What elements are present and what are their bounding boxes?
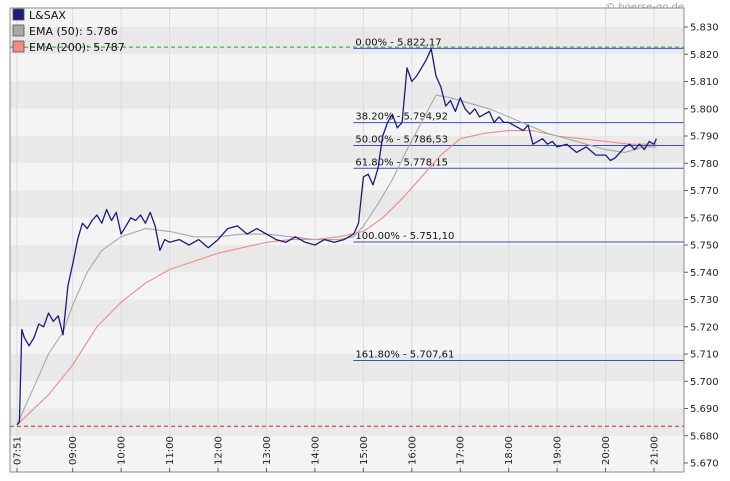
x-tick-label: 17:00 [456, 436, 467, 465]
ema-50-series-line [16, 94, 657, 426]
background-band [10, 190, 684, 218]
y-tick-label: 5.810 [690, 77, 719, 88]
legend: L&SAX EMA (50): 5.786 EMA (200): 5.787 [12, 8, 125, 54]
y-tick-label: 5.770 [690, 186, 719, 197]
fibonacci-levels: 0.00% - 5.822,17 38.20% - 5.794,92 50.00% … [353, 37, 684, 362]
fibonacci-level-label: 50.00% - 5.786,53 [355, 134, 448, 145]
y-tick-label: 5.730 [690, 295, 719, 306]
y-tick-label: 5.690 [690, 404, 719, 415]
plot-frame [9, 7, 685, 473]
background-band [10, 299, 684, 327]
x-tick-label: 20:00 [601, 436, 612, 465]
legend-swatch [12, 40, 25, 53]
fibonacci-level-label: 61.80% - 5.778,15 [355, 157, 448, 168]
x-tick-label: 21:00 [650, 436, 661, 465]
y-tick-label: 5.790 [690, 132, 719, 143]
ema-200-series-line [16, 130, 657, 426]
x-tick-label: 12:00 [214, 436, 225, 465]
background-band [10, 8, 684, 27]
x-tick-label: 10:00 [117, 436, 128, 465]
background-band [10, 81, 684, 109]
x-tick-label: 09:00 [68, 436, 79, 465]
x-tick-label: 13:00 [262, 436, 273, 465]
y-tick-label: 5.710 [690, 350, 719, 361]
y-tick-label: 5.670 [690, 459, 719, 470]
y-tick-label: 5.680 [690, 431, 719, 442]
background-band [10, 136, 684, 164]
y-axis: 5.830 5.820 5.810 5.800 5.790 5.780 5.770 5.760… [684, 23, 719, 470]
y-tick-label: 5.700 [690, 377, 719, 388]
x-tick-label: 14:00 [310, 436, 321, 465]
series-lines [16, 48, 657, 426]
price-series-line [16, 48, 657, 426]
background-band [10, 27, 684, 55]
background-bands [10, 8, 684, 472]
y-tick-label: 5.740 [690, 268, 719, 279]
y-tick-label: 5.720 [690, 322, 719, 333]
x-tick-label: 11:00 [165, 436, 176, 465]
fibonacci-level-label: 38.20% - 5.794,92 [355, 112, 448, 123]
background-band [10, 217, 684, 245]
fibonacci-level-label: 100.00% - 5.751,10 [355, 231, 454, 242]
background-band [10, 163, 684, 191]
background-band [10, 408, 684, 436]
x-tick-label: 19:00 [553, 436, 564, 465]
legend-label: EMA (200): 5.787 [29, 41, 125, 54]
y-tick-label: 5.830 [690, 23, 719, 34]
fibonacci-level-label: 0.00% - 5.822,17 [355, 37, 441, 48]
x-tick-label: 18:00 [504, 436, 515, 465]
x-tick-label: 15:00 [359, 436, 370, 465]
background-band [10, 245, 684, 273]
legend-swatch [12, 24, 25, 37]
legend-label: EMA (50): 5.786 [29, 25, 118, 38]
y-tick-label: 5.780 [690, 159, 719, 170]
legend-label: L&SAX [29, 9, 66, 22]
background-band [10, 381, 684, 409]
y-tick-label: 5.820 [690, 50, 719, 61]
legend-swatch [12, 8, 25, 21]
background-band [10, 435, 684, 472]
reference-lines [10, 46, 684, 427]
background-band [10, 54, 684, 82]
y-tick-label: 5.800 [690, 104, 719, 115]
background-band [10, 354, 684, 382]
background-band [10, 326, 684, 354]
fibonacci-level-label: 161.80% - 5.707,61 [355, 350, 454, 361]
background-band [10, 272, 684, 300]
x-tick-label: 07:51 [13, 436, 24, 465]
y-tick-label: 5.760 [690, 213, 719, 224]
y-tick-label: 5.750 [690, 241, 719, 252]
x-tick-label: 16:00 [407, 436, 418, 465]
x-axis: 07:51 09:00 10:00 11:00 12:00 13:00 14:00 15:00… [13, 436, 661, 472]
